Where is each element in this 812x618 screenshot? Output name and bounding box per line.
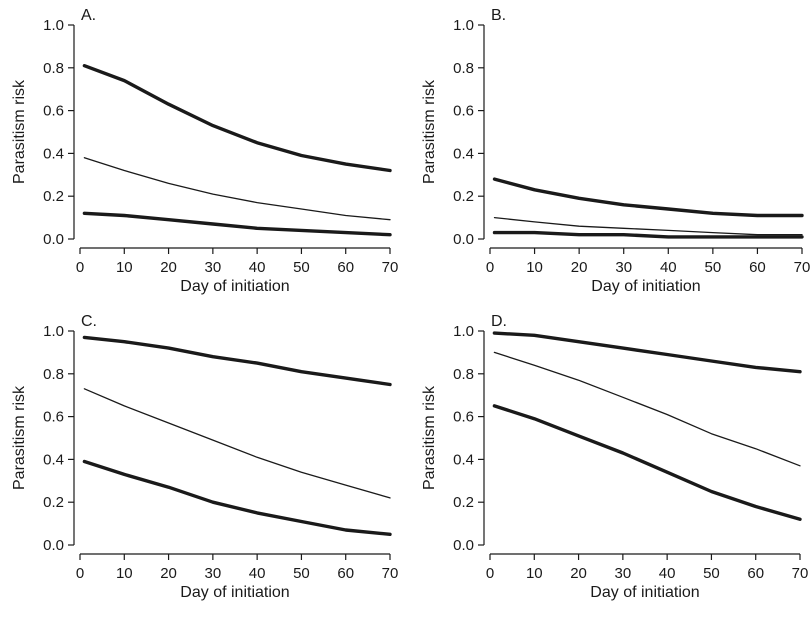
panel-c-series-1-line <box>82 335 392 387</box>
panel-d-x-tick-label: 40 <box>659 565 676 582</box>
panel-a-y-tick-label: 0.6 <box>43 103 64 120</box>
panel-a-series-2-line <box>83 157 391 221</box>
panel-b: 0.0 0.2 0.4 0.6 0.8 1.0 0 10 20 30 40 50 60 70 Day of … <box>421 7 810 295</box>
panel-d-series-1-line <box>492 331 802 374</box>
panel-c-label: C. <box>81 313 97 330</box>
panel-a-series-3-line <box>82 211 392 237</box>
panel-b-x-tick-label: 40 <box>660 259 677 276</box>
panel-d-y-axis-label: Parasitism risk <box>421 385 438 490</box>
panel-b-x-tick-label: 10 <box>526 259 543 276</box>
panel-b-series-2-line <box>493 216 803 236</box>
panel-d-x-tick-label: 50 <box>703 565 720 582</box>
panel-a-label: A. <box>81 7 96 24</box>
panel-d-x-tick-label: 70 <box>792 565 809 582</box>
panel-a-x-tick-label: 30 <box>205 259 222 276</box>
panel-d-series-2-line <box>493 351 801 467</box>
panel-a-x-tick-label: 50 <box>293 259 310 276</box>
panel-c-y-axis-label: Parasitism risk <box>11 385 28 490</box>
panel-b-y-tick-label: 0.0 <box>453 231 474 248</box>
panel-d-y-tick-label: 1.0 <box>453 323 474 340</box>
panel-a-x-tick-label: 70 <box>382 259 399 276</box>
panel-a-x-tick-label: 60 <box>337 259 354 276</box>
panel-d-y-tick-label: 0.4 <box>453 451 474 468</box>
panel-c-y-tick-label: 0.2 <box>43 494 64 511</box>
panel-a-x-axis-label: Day of initiation <box>180 278 289 295</box>
panel-a-y-tick-label: 0.2 <box>43 188 64 205</box>
panel-c-x-tick-label: 20 <box>160 565 177 582</box>
panel-a-series-1-line <box>82 63 392 173</box>
panel-d-y-tick-label: 0.8 <box>453 366 474 383</box>
panel-a-y-tick-label: 1.0 <box>43 17 64 34</box>
panel-c-y-tick-label: 0.8 <box>43 366 64 383</box>
panel-c-series-3-line <box>82 459 392 536</box>
panel-b-series-1-line <box>492 177 804 218</box>
panel-c-x-tick-label: 10 <box>116 565 133 582</box>
panel-c-x-tick-label: 70 <box>382 565 399 582</box>
panel-a-x-tick-label: 40 <box>249 259 266 276</box>
panel-d-x-tick-label: 10 <box>526 565 543 582</box>
panel-d-x-axis-label: Day of initiation <box>590 584 699 601</box>
panel-c-y-tick-label: 0.6 <box>43 409 64 426</box>
panel-b-x-tick-label: 60 <box>749 259 766 276</box>
panel-b-x-tick-label: 30 <box>615 259 632 276</box>
panel-a-x-tick-label: 20 <box>160 259 177 276</box>
panel-d-y-tick-label: 0.0 <box>453 537 474 554</box>
panel-b-y-tick-label: 0.4 <box>453 145 474 162</box>
panel-c-x-axis-label: Day of initiation <box>180 584 289 601</box>
panel-c-y-tick-label: 0.4 <box>43 451 64 468</box>
panel-d-x-tick-label: 20 <box>570 565 587 582</box>
panel-c-x-tick-label: 30 <box>205 565 222 582</box>
panel-c-y-tick-label: 1.0 <box>43 323 64 340</box>
panel-c-y-tick-label: 0.0 <box>43 537 64 554</box>
panel-a-y-axis-label: Parasitism risk <box>11 79 28 184</box>
panel-a-x-tick-label: 10 <box>116 259 133 276</box>
panel-d-series-3-line <box>492 404 802 521</box>
panel-a-x-tick-label: 0 <box>76 259 84 276</box>
panel-b-y-tick-label: 1.0 <box>453 17 474 34</box>
panel-d-y-tick-label: 0.2 <box>453 494 474 511</box>
panel-b-y-tick-label: 0.2 <box>453 188 474 205</box>
panel-c-x-tick-label: 60 <box>337 565 354 582</box>
panel-b-x-tick-label: 70 <box>794 259 811 276</box>
panel-c: 0.0 0.2 0.4 0.6 0.8 1.0 0 10 20 30 40 50 60 70 Day of … <box>11 313 398 601</box>
panel-d: 0.0 0.2 0.4 0.6 0.8 1.0 0 10 20 30 40 50 60 70 Day of … <box>421 313 808 601</box>
panel-d-x-tick-label: 30 <box>615 565 632 582</box>
panel-d-y-tick-label: 0.6 <box>453 409 474 426</box>
panel-a-y-tick-label: 0.4 <box>43 145 64 162</box>
panel-b-x-tick-label: 20 <box>571 259 588 276</box>
panel-b-x-axis-label: Day of initiation <box>591 278 700 295</box>
panel-c-x-tick-label: 0 <box>76 565 84 582</box>
panel-b-series-3-line <box>492 230 804 239</box>
panel-b-x-tick-label: 50 <box>705 259 722 276</box>
panel-c-x-tick-label: 50 <box>293 565 310 582</box>
panel-b-x-tick-label: 0 <box>486 259 494 276</box>
panel-d-x-tick-label: 60 <box>747 565 764 582</box>
panel-b-y-axis-label: Parasitism risk <box>421 79 438 184</box>
panel-b-label: B. <box>491 7 506 24</box>
panel-a: 0.0 0.2 0.4 0.6 0.8 1.0 0 10 20 30 40 50 60 70 Day of … <box>11 7 398 295</box>
panel-d-x-tick-label: 0 <box>486 565 494 582</box>
panel-c-series-2-line <box>83 388 391 499</box>
panel-b-y-tick-label: 0.8 <box>453 60 474 77</box>
panel-b-y-tick-label: 0.6 <box>453 103 474 120</box>
panel-d-label: D. <box>491 313 507 330</box>
panel-a-y-tick-label: 0.0 <box>43 231 64 248</box>
panel-c-x-tick-label: 40 <box>249 565 266 582</box>
panel-a-y-tick-label: 0.8 <box>43 60 64 77</box>
